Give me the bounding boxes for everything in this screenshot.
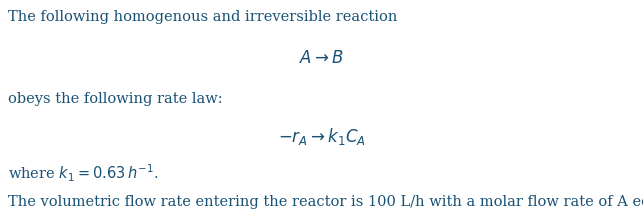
Text: The following homogenous and irreversible reaction: The following homogenous and irreversibl… [8, 10, 397, 24]
Text: $-r_{A} \rightarrow k_{1}C_{A}$: $-r_{A} \rightarrow k_{1}C_{A}$ [278, 126, 365, 147]
Text: obeys the following rate law:: obeys the following rate law: [8, 92, 222, 106]
Text: $A \rightarrow B$: $A \rightarrow B$ [299, 50, 344, 67]
Text: The volumetric flow rate entering the reactor is 100 L/h with a molar flow rate : The volumetric flow rate entering the re… [8, 195, 643, 210]
Text: where $k_{1} = 0.63\, h^{-1}$.: where $k_{1} = 0.63\, h^{-1}$. [8, 163, 158, 184]
